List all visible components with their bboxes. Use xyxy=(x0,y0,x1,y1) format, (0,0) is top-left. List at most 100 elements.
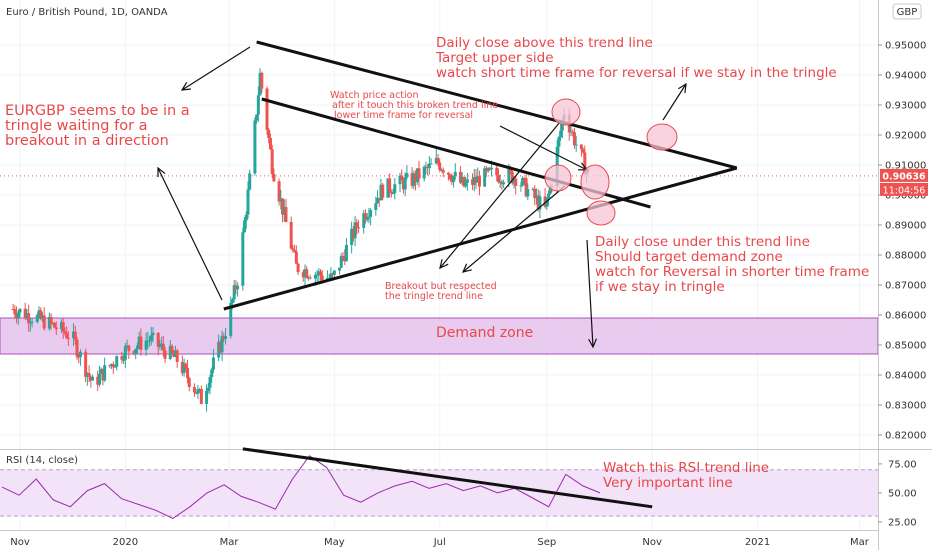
candle xyxy=(545,197,549,210)
candle-body xyxy=(37,310,41,316)
candle-body xyxy=(512,178,516,184)
candle-body xyxy=(232,285,236,300)
candle-body xyxy=(355,222,359,228)
candle xyxy=(28,318,32,332)
candle xyxy=(410,167,414,189)
candle xyxy=(391,188,395,195)
candle xyxy=(111,361,115,374)
rsi-axis[interactable]: 75.00 50.00 25.00 xyxy=(878,459,917,528)
candle xyxy=(450,173,454,186)
candle-body xyxy=(357,227,361,229)
candle-body xyxy=(438,162,442,170)
candle-body xyxy=(572,132,576,146)
candle xyxy=(260,71,264,93)
candle xyxy=(429,158,433,165)
candle-body xyxy=(40,315,44,319)
candle xyxy=(426,164,430,176)
candle-body xyxy=(369,210,373,217)
candle-body xyxy=(424,166,428,168)
candle xyxy=(462,176,466,188)
candle xyxy=(248,169,252,191)
candle-body xyxy=(363,213,367,220)
currency-badge[interactable]: GBP xyxy=(892,3,922,20)
candle-body xyxy=(224,336,228,339)
candle-body xyxy=(148,340,152,342)
candle xyxy=(103,357,107,382)
candle xyxy=(23,302,27,320)
bottom-right-note-line-2: Should target demand zone xyxy=(595,249,783,265)
candle-body xyxy=(279,198,283,202)
candle-body xyxy=(173,350,177,357)
candle-body xyxy=(210,369,214,378)
candle xyxy=(268,133,272,151)
price-tick-label: 0.91000 xyxy=(885,161,926,172)
candle xyxy=(500,179,504,190)
candle xyxy=(146,331,150,349)
candle-body xyxy=(379,184,383,201)
candle xyxy=(66,331,70,346)
candle-body xyxy=(296,263,300,273)
arrow-head xyxy=(180,82,192,91)
candle xyxy=(294,245,298,264)
candle-body xyxy=(220,335,224,353)
rsi-trend-line xyxy=(242,447,653,509)
candle xyxy=(353,216,357,247)
candle-body xyxy=(23,308,27,319)
candle xyxy=(376,190,380,204)
candle xyxy=(448,173,452,181)
candle xyxy=(18,308,22,318)
middle-note: Watch price action after it touch this b… xyxy=(330,90,498,121)
candle-body xyxy=(217,341,221,358)
arrow-up-target xyxy=(662,82,687,121)
time-axis[interactable]: Nov 2020 Mar May Jul Sep Nov 2021 Mar xyxy=(10,537,870,548)
candle xyxy=(198,388,202,393)
candle-body xyxy=(156,332,160,347)
candle xyxy=(272,168,276,183)
candle-body xyxy=(205,390,209,404)
candle xyxy=(222,332,226,342)
time-tick-label: May xyxy=(324,537,345,548)
candle-body xyxy=(376,197,380,204)
candle-body xyxy=(495,167,499,176)
top-note-line-1: Daily close above this trend line xyxy=(436,35,653,51)
candle-body xyxy=(127,345,131,352)
candle-body xyxy=(199,389,203,404)
candle-body xyxy=(101,368,105,381)
candle xyxy=(351,226,355,242)
candle-body xyxy=(429,163,433,165)
arrow-from-low xyxy=(157,166,223,301)
candle-body xyxy=(115,356,119,367)
candle-body xyxy=(531,188,535,190)
bottom-right-note-line-1: Daily close under this trend line xyxy=(595,234,810,250)
candle xyxy=(559,123,563,141)
candle-body xyxy=(462,177,466,187)
candle xyxy=(127,344,131,360)
candle xyxy=(460,172,464,186)
candle-body xyxy=(194,392,198,394)
candle-body xyxy=(61,322,65,332)
highlight-circle-top xyxy=(551,98,581,126)
price-axis[interactable]: 0.82000 0.83000 0.84000 0.85000 0.86000 0.870… xyxy=(878,41,926,442)
arrow-head xyxy=(157,166,166,178)
candle-body xyxy=(458,171,462,183)
candle-body xyxy=(441,169,445,173)
candle-body xyxy=(343,256,347,262)
candle xyxy=(91,374,95,381)
candle xyxy=(427,155,431,175)
candle-body xyxy=(472,176,476,185)
candle-body xyxy=(281,198,285,215)
candle-body xyxy=(110,364,114,366)
candle-body xyxy=(350,228,354,245)
candle-body xyxy=(134,348,138,354)
candle xyxy=(284,198,288,223)
candle-body xyxy=(53,322,57,328)
candle-body xyxy=(484,168,488,172)
candle-body xyxy=(391,193,395,195)
candle xyxy=(149,326,153,346)
candle-body xyxy=(63,331,67,334)
candle xyxy=(208,375,212,395)
candle-body xyxy=(548,186,552,194)
candle xyxy=(236,282,240,297)
arrow-head xyxy=(439,259,449,270)
candle xyxy=(393,177,397,200)
